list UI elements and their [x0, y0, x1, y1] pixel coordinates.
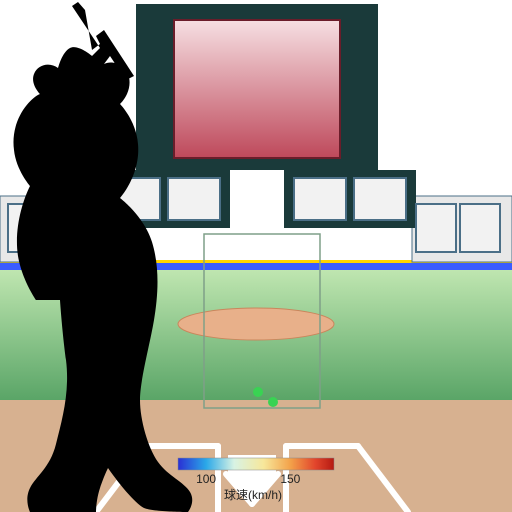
legend-tick-0: 100 — [196, 472, 216, 486]
legend-title: 球速(km/h) — [224, 486, 282, 503]
scene-svg — [0, 0, 512, 512]
pitch-location-figure: 100 150 球速(km/h) — [0, 0, 512, 512]
legend-tick-1: 150 — [280, 472, 300, 486]
legend-layer — [178, 458, 334, 470]
